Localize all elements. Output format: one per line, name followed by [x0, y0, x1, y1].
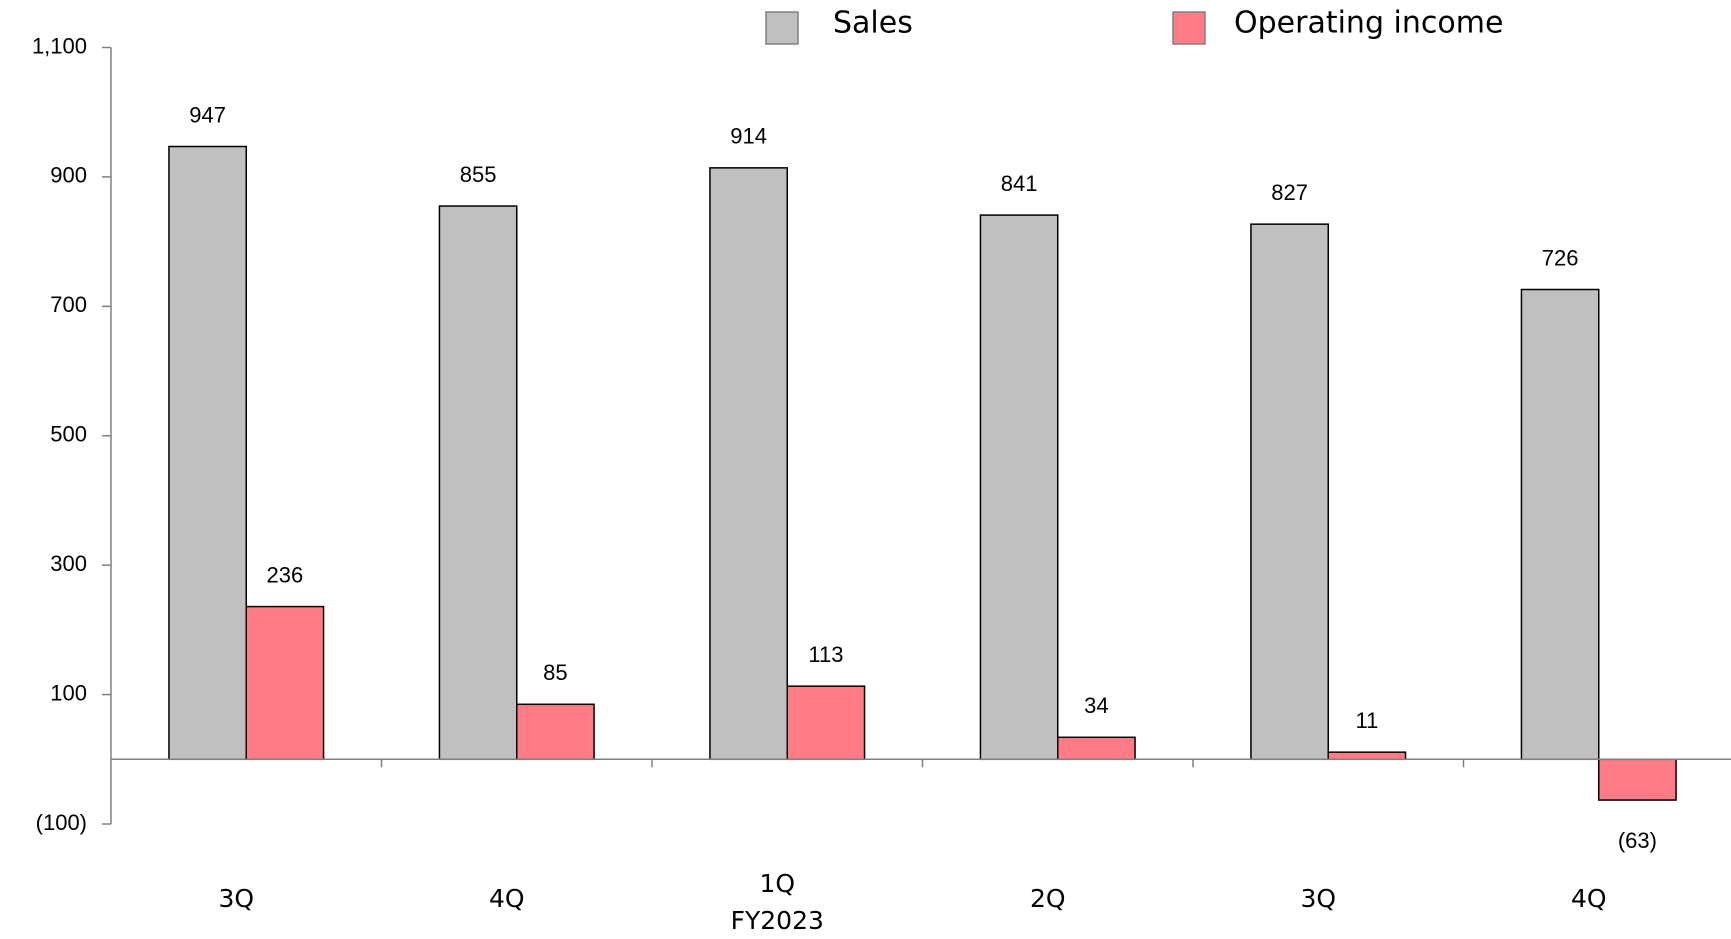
legend-swatch [765, 11, 799, 45]
x-tick-label: 3Q [218, 884, 254, 913]
y-tick-label: 100 [50, 680, 87, 705]
legend-label: Operating income [1234, 6, 1503, 41]
bar [786, 685, 866, 761]
x-tick-label: 1Q [759, 869, 795, 898]
bar [1520, 288, 1600, 761]
data-label: 85 [543, 660, 567, 685]
legend-label: Sales [833, 6, 913, 41]
data-label: 236 [267, 562, 304, 587]
data-label: 855 [460, 162, 497, 187]
y-tick-label: 1,100 [32, 33, 87, 58]
data-label: 827 [1271, 180, 1308, 205]
x-tick-label: 4Q [1571, 884, 1607, 913]
data-label: 113 [808, 642, 843, 667]
bar [245, 605, 325, 761]
y-tick-label: 700 [50, 292, 87, 317]
x-tick-label: 3Q [1300, 884, 1336, 913]
data-label: 914 [730, 124, 767, 149]
x-tick-label: 2Q [1030, 884, 1066, 913]
data-label: 947 [189, 102, 226, 127]
y-tick-label: 500 [50, 422, 87, 447]
data-label: 34 [1084, 693, 1108, 718]
bar [516, 703, 595, 761]
x-tick-label: 4Q [489, 884, 525, 913]
category-group-label: FY2023 [731, 906, 824, 935]
legend-swatch [1172, 11, 1206, 45]
y-tick-label: 900 [50, 163, 87, 188]
bar [979, 214, 1059, 761]
y-tick-label: 300 [50, 551, 87, 576]
bar [438, 205, 518, 761]
bar [168, 145, 247, 761]
bar [1057, 736, 1136, 761]
bar [1250, 223, 1329, 761]
data-label: 841 [1001, 171, 1038, 196]
bar [1598, 758, 1677, 801]
bar [709, 167, 789, 761]
data-label: 726 [1542, 245, 1579, 270]
data-label: 11 [1355, 708, 1378, 733]
y-tick-label: (100) [36, 810, 87, 835]
bar [1327, 751, 1407, 761]
data-label: (63) [1618, 828, 1657, 853]
